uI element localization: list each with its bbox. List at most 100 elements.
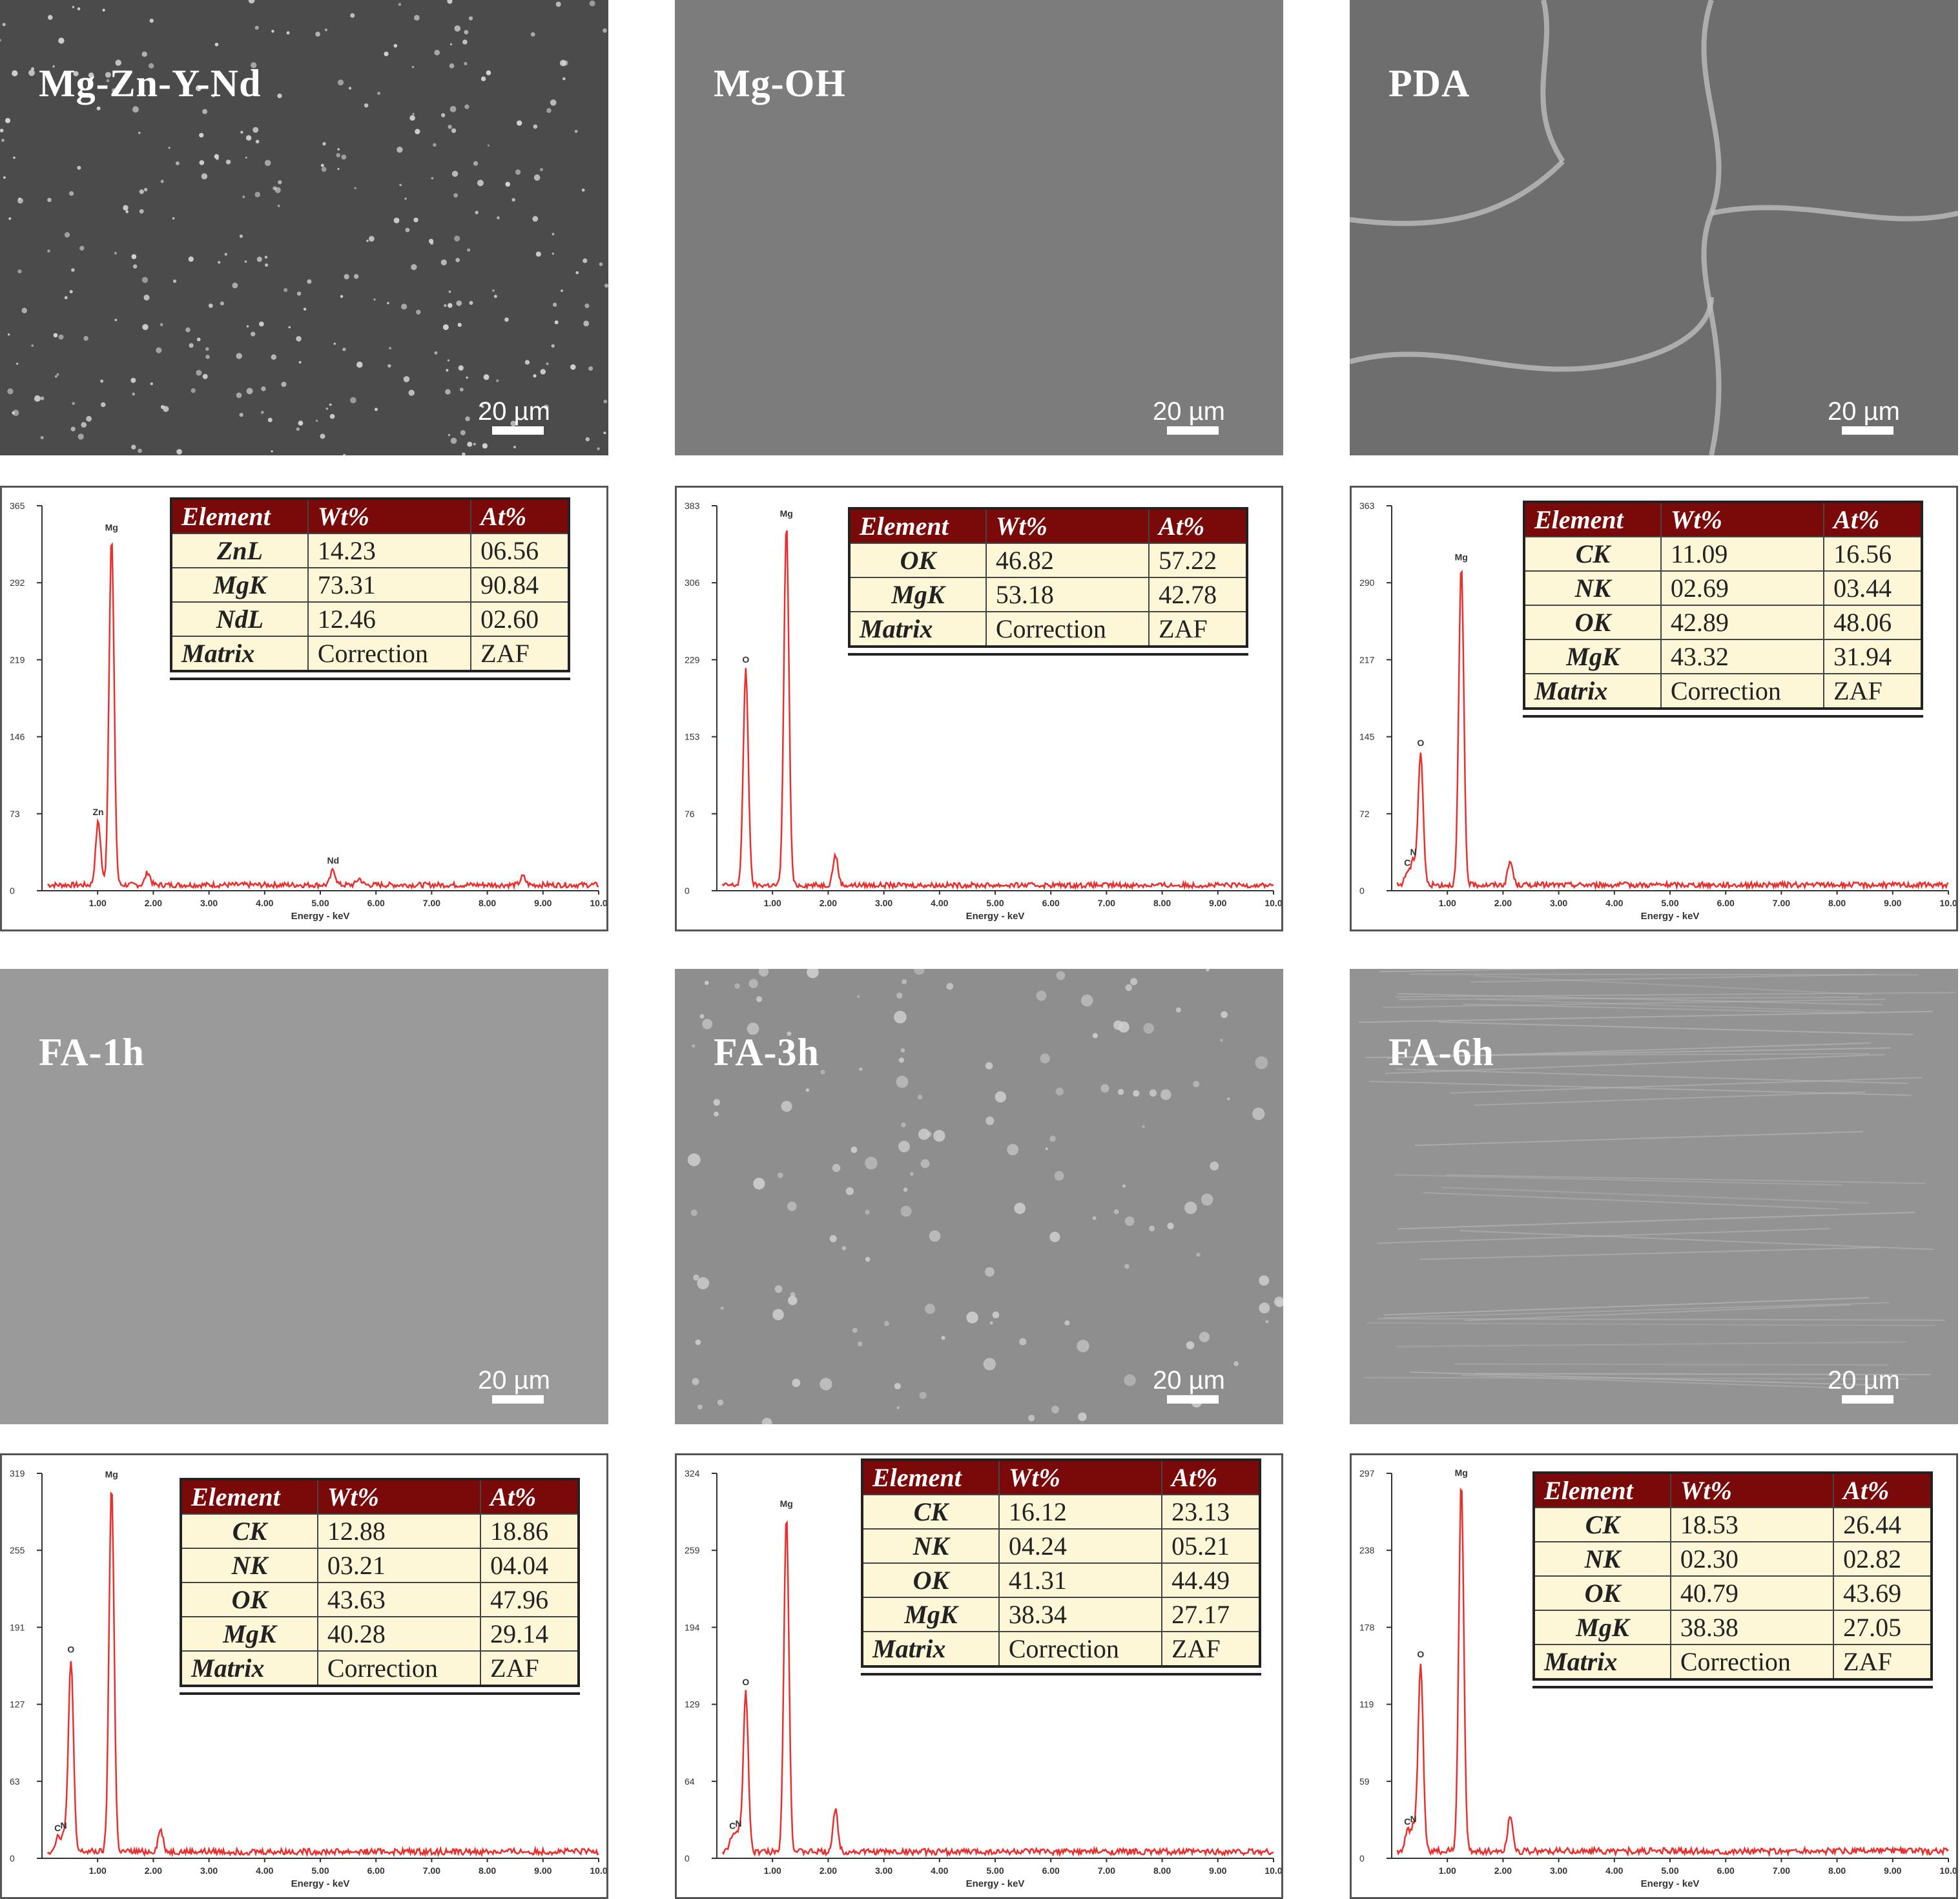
x-tick-label: 5.00 [986, 1865, 1004, 1876]
wt-cell: 38.34 [998, 1597, 1163, 1632]
peak-label: N [61, 1820, 67, 1831]
x-axis-label: Energy - keV [1641, 1878, 1700, 1889]
column-header: At% [1161, 1459, 1261, 1495]
table-header-row: Element Wt% At% [861, 1459, 1261, 1495]
at-cell: 27.17 [1161, 1597, 1261, 1632]
peak-label: Mg [780, 508, 793, 519]
x-tick-label: 6.00 [1042, 898, 1060, 908]
sem-image: FA-3h 20 µm [675, 969, 1283, 1424]
element-cell: OK [849, 543, 987, 578]
y-tick-label: 324 [685, 1468, 700, 1479]
sem-texture [1358, 969, 1957, 1389]
element-cell: MgK [180, 1616, 318, 1652]
eds-plot: 383 306 229 153 76 0 1.00 2.00 3.00 4.00 5.00 6.00 7… [685, 501, 1281, 922]
element-cell: MgK [170, 567, 309, 603]
y-tick-label: 63 [10, 1776, 20, 1787]
x-tick-label: 1.00 [89, 898, 107, 908]
at-cell: ZAF [470, 636, 570, 672]
eds-spectrum-panel: 365 292 219 146 73 0 1.00 2.00 3.00 4.00 5.00 6.00 7… [0, 486, 608, 931]
y-tick-label: 306 [685, 577, 700, 588]
element-cell: NdL [170, 601, 309, 637]
element-cell: CK [1533, 1507, 1671, 1542]
x-tick-label: 4.00 [1605, 898, 1623, 908]
column-header: Element [861, 1459, 1000, 1495]
table-underline [861, 1673, 1261, 1676]
column-header: Wt% [1669, 1472, 1835, 1508]
peak-label: N [1410, 1814, 1417, 1824]
element-cell: NK [861, 1528, 1000, 1564]
table-header-row: Element Wt% At% [849, 508, 1248, 544]
x-tick-label: 3.00 [200, 1865, 218, 1876]
wt-cell: 16.12 [998, 1494, 1163, 1530]
column-header: At% [1833, 1472, 1932, 1508]
sample-label: PDA [1388, 62, 1470, 105]
table-row: NK 03.21 04.04 [180, 1548, 579, 1583]
table-row: NK 04.24 05.21 [861, 1528, 1261, 1564]
x-tick-label: 3.00 [1550, 1865, 1567, 1876]
x-tick-label: 9.00 [1209, 898, 1226, 908]
at-cell: ZAF [1823, 673, 1923, 709]
wt-cell: 04.24 [998, 1528, 1163, 1564]
composition-table: Element Wt% At% OK 46.82 57.22 MgK 53.18 42.78 Ma… [848, 507, 1248, 648]
y-tick-label: 255 [10, 1545, 25, 1555]
sem-image: Mg-Zn-Y-Nd 20 µm [0, 0, 608, 455]
element-cell: CK [861, 1494, 1000, 1530]
wt-cell: Correction [985, 611, 1150, 647]
y-tick-label: 0 [10, 1853, 15, 1863]
x-tick-label: 2.00 [145, 898, 162, 908]
column-header: Wt% [998, 1459, 1163, 1495]
table-underline [170, 678, 570, 680]
x-tick-label: 9.00 [534, 1865, 552, 1876]
sem-texture [1350, 0, 1958, 455]
y-tick-label: 191 [10, 1622, 25, 1632]
wt-cell: 40.28 [316, 1616, 482, 1652]
element-cell: ZnL [170, 533, 309, 568]
peak-label: O [67, 1644, 74, 1654]
x-tick-label: 2.00 [1494, 898, 1512, 908]
sample-label: FA-6h [1388, 1031, 1494, 1074]
y-tick-label: 259 [685, 1545, 700, 1555]
eds-plot: 319 255 191 127 63 0 1.00 2.00 3.00 4.00 5.00 6.00 7… [10, 1468, 606, 1889]
y-tick-label: 153 [685, 732, 700, 742]
x-tick-label: 5.00 [986, 898, 1004, 908]
element-cell: Matrix [1523, 673, 1662, 709]
peak-label: C [729, 1821, 736, 1831]
composition-table: Element Wt% At% CK 18.53 26.44 NK 02.30 02.82 OK 4… [1532, 1471, 1933, 1681]
x-tick-label: 8.00 [479, 898, 496, 908]
sem-image: FA-6h 20 µm [1350, 969, 1958, 1424]
y-tick-label: 363 [1359, 501, 1375, 511]
column-header: Element [170, 498, 309, 534]
x-tick-label: 4.00 [256, 898, 273, 908]
eds-spectrum-panel: 383 306 229 153 76 0 1.00 2.00 3.00 4.00 5.00 6.00 7… [675, 486, 1283, 931]
peak-label: Mg [105, 1469, 118, 1480]
column-header: At% [1823, 501, 1923, 537]
x-axis-label: Energy - keV [291, 911, 350, 922]
column-header: Element [849, 508, 987, 544]
table-underline [848, 653, 1248, 656]
peak-label: C [1404, 857, 1410, 867]
table-row: Matrix Correction ZAF [1523, 673, 1923, 709]
x-axis-label: Energy - keV [1641, 911, 1700, 922]
x-tick-label: 4.00 [931, 1865, 948, 1876]
element-cell: OK [861, 1562, 1000, 1598]
wt-cell: 53.18 [985, 577, 1150, 612]
at-cell: 06.56 [470, 533, 570, 568]
x-tick-label: 7.00 [423, 1865, 440, 1876]
x-tick-label: 1.00 [1439, 898, 1456, 908]
element-cell: CK [180, 1513, 318, 1549]
wt-cell: Correction [316, 1650, 482, 1686]
table-header-row: Element Wt% At% [1533, 1472, 1932, 1508]
table-underline [1532, 1686, 1933, 1688]
at-cell: 47.96 [480, 1582, 579, 1617]
wt-cell: Correction [998, 1631, 1163, 1667]
scale-bar [1842, 426, 1893, 435]
wt-cell: 43.32 [1660, 639, 1825, 674]
x-tick-label: 2.00 [820, 1865, 837, 1876]
spectrum-line [47, 542, 599, 891]
scale-bar-label: 20 µm [1153, 397, 1225, 426]
scale-bar [1167, 1395, 1219, 1404]
scale-bar [492, 426, 544, 435]
element-cell: OK [1533, 1575, 1671, 1611]
table-row: Matrix Correction ZAF [849, 611, 1248, 647]
x-axis-label: Energy - keV [966, 1878, 1025, 1889]
